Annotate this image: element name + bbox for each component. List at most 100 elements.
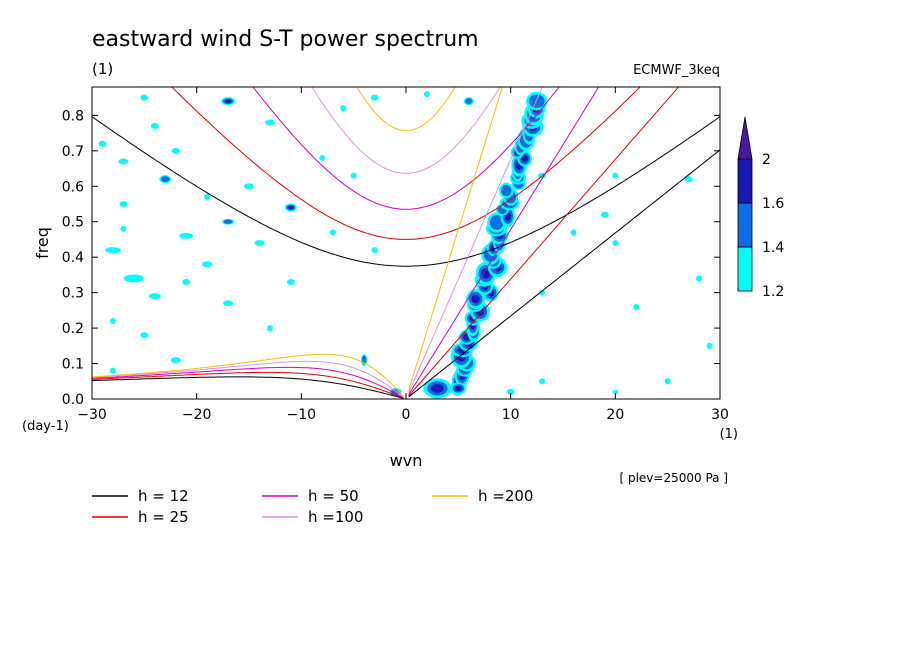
contour-patch <box>423 91 430 98</box>
dispersion-curve <box>252 87 560 210</box>
contour-patch <box>118 158 129 165</box>
contour-patch <box>570 229 577 236</box>
legend-label: h =100 <box>308 508 363 526</box>
dispersion-curve <box>92 116 720 267</box>
dispersion-curve <box>356 87 456 132</box>
contour-patch <box>150 123 159 129</box>
contour-patch <box>350 172 357 179</box>
dispersion-curve <box>408 87 503 391</box>
dispersion-curve <box>171 87 641 240</box>
contour-patch <box>370 94 379 101</box>
x-axis: −30 −20 −10 0 10 20 30 <box>77 87 729 423</box>
legend-label: h = 25 <box>138 508 189 526</box>
y-axis-label: freq <box>33 227 52 259</box>
plot-frame <box>91 86 721 400</box>
contour-patch <box>288 205 294 210</box>
contour-patch <box>481 268 491 279</box>
colorbar-segment <box>737 158 753 204</box>
dispersion-curve <box>408 87 600 396</box>
contour-patch <box>633 303 640 310</box>
contour-patch <box>471 294 480 304</box>
contour-patch <box>160 176 170 183</box>
dispersion-curves <box>92 87 720 399</box>
contour-patch <box>264 119 275 126</box>
x-tick-label: 20 <box>606 407 624 423</box>
contour-patch <box>612 389 619 394</box>
chart-title: eastward wind S-T power spectrum <box>92 27 479 52</box>
contour-patch <box>454 385 462 392</box>
dispersion-curve <box>408 87 680 397</box>
y-tick-label: 0.2 <box>62 321 84 337</box>
contour-patch <box>371 247 378 254</box>
legend: h = 12 h = 25 h = 50 h =100 h =200 <box>92 487 533 526</box>
contour-patch <box>170 357 181 363</box>
colorbar-arrow <box>737 116 753 160</box>
x-tick-label: −30 <box>77 407 107 423</box>
contour-patch <box>319 154 326 161</box>
colorbar-segment <box>737 202 753 248</box>
dispersion-curve <box>92 371 404 399</box>
colorbar-segment <box>737 246 753 292</box>
contour-patch <box>182 279 191 285</box>
level-note: [ plev=25000 Pa ] <box>619 471 728 485</box>
contour-patch <box>696 275 703 282</box>
contour-patch <box>521 155 528 163</box>
contour-patch <box>104 247 121 254</box>
x-axis-label: wvn <box>390 451 423 470</box>
contour-patch <box>286 279 295 285</box>
contour-patch <box>528 94 545 108</box>
contour-patch <box>539 378 546 385</box>
contour-patch <box>600 211 609 218</box>
contour-patch <box>140 94 149 101</box>
contour-patch <box>329 229 336 236</box>
y-tick-label: 0.1 <box>62 357 84 373</box>
contour-patch <box>612 172 619 179</box>
contour-patch <box>266 325 273 332</box>
y-tick-label: 0.0 <box>62 392 84 408</box>
dispersion-curve <box>311 87 501 174</box>
colorbar-label: 2 <box>762 152 771 168</box>
contour-patch <box>465 336 468 339</box>
x-unit-label: (1) <box>720 427 738 442</box>
contour-patch <box>664 378 671 385</box>
legend-label: h = 50 <box>308 487 359 505</box>
y-tick-label: 0.5 <box>62 215 84 231</box>
y-unit-label: (day-1) <box>22 419 69 434</box>
power-contours <box>98 91 713 399</box>
contour-patch <box>123 274 144 283</box>
dispersion-curve <box>92 376 404 399</box>
x-tick-label: −10 <box>287 407 317 423</box>
contour-patch <box>340 105 347 112</box>
y-tick-label: 0.8 <box>62 108 84 124</box>
dispersion-curve <box>92 360 404 398</box>
chart-subtitle-right: ECMWF_3keq <box>633 63 720 78</box>
contour-patch <box>202 261 213 268</box>
contour-patch <box>120 225 127 232</box>
contour-patch <box>706 342 713 349</box>
legend-label: h =200 <box>478 487 533 505</box>
y-tick-label: 0.3 <box>62 286 84 302</box>
contour-patch <box>171 147 180 154</box>
x-tick-label: 30 <box>711 407 729 423</box>
y-tick-label: 0.6 <box>62 179 84 195</box>
contour-patch <box>109 318 116 324</box>
x-tick-label: 0 <box>402 407 411 423</box>
dispersion-curve <box>408 149 720 398</box>
colorbar-label: 1.2 <box>762 284 784 300</box>
contour-patch <box>684 176 693 183</box>
chart-subtitle-left: (1) <box>92 60 113 78</box>
colorbar: 1.2 1.4 1.6 2 <box>737 116 784 300</box>
contour-patch <box>506 388 515 395</box>
y-axis: 0.0 0.1 0.2 0.3 0.4 0.5 0.6 0.7 0.8 <box>62 108 720 408</box>
contour-patch <box>140 332 149 339</box>
colorbar-label: 1.6 <box>762 196 784 212</box>
colorbar-label: 1.4 <box>762 240 784 256</box>
x-tick-label: −20 <box>182 407 212 423</box>
y-tick-label: 0.4 <box>62 250 84 266</box>
contour-patch <box>179 232 194 239</box>
contour-patch <box>539 289 546 296</box>
contour-patch <box>254 240 265 246</box>
y-tick-label: 0.7 <box>62 144 84 160</box>
legend-label: h = 12 <box>138 487 189 505</box>
x-tick-label: 10 <box>502 407 520 423</box>
